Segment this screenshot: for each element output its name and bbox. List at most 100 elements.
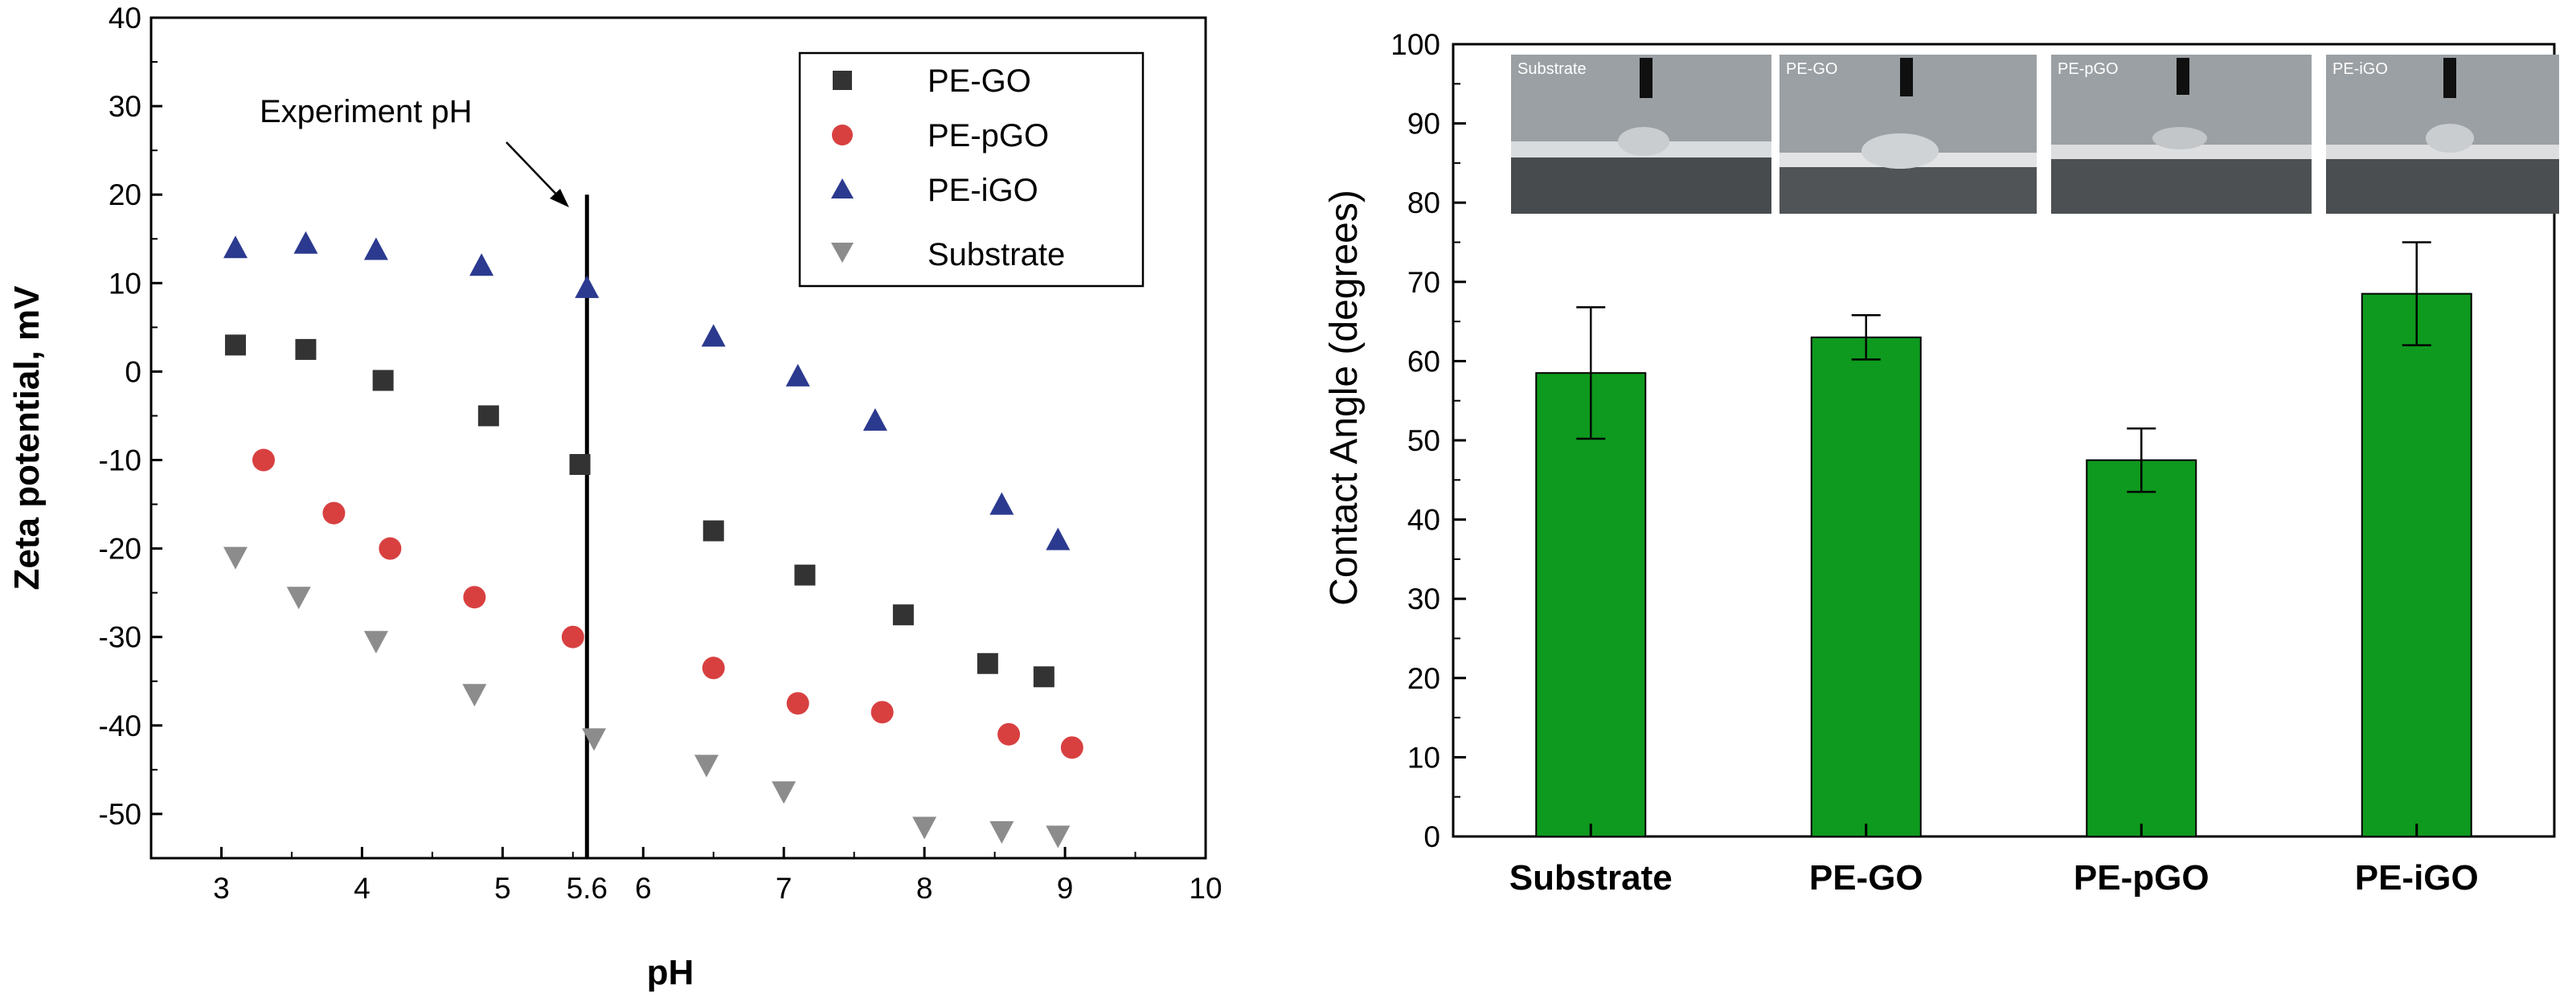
ca-x-tick-label-pe-go: PE-GO — [1809, 858, 1923, 898]
point-pe-pgo — [379, 537, 402, 560]
zeta-legend-box — [798, 51, 1145, 288]
point-pe-go — [794, 564, 816, 586]
zeta-x-tick-label: 8 — [916, 872, 933, 905]
ca-x-tick-label-pe-pgo: PE-pGO — [2074, 858, 2209, 898]
point-pe-pgo — [997, 722, 1021, 746]
bar-pe-igo — [2361, 292, 2472, 837]
point-pe-igo — [223, 235, 248, 259]
legend-label-substrate: Substrate — [928, 237, 1065, 272]
zeta-x-tick-label: 10 — [1189, 872, 1222, 905]
legend-label-pe-go: PE-GO — [928, 63, 1031, 99]
point-substrate — [363, 631, 388, 654]
droplet-photo-label-pe-igo: PE-iGO — [2332, 60, 2388, 78]
experiment-ph-annotation: Experiment pH — [260, 94, 473, 129]
bar-pe-pgo — [2086, 459, 2197, 838]
point-pe-go — [702, 520, 724, 542]
zeta-y-tick-label: -20 — [99, 533, 141, 566]
point-pe-pgo — [870, 701, 894, 724]
legend-marker-pe-pgo — [832, 125, 853, 145]
point-pe-pgo — [322, 501, 346, 525]
experiment-ph-arrow-shaft — [506, 141, 563, 202]
point-pe-go — [477, 405, 499, 427]
point-pe-pgo — [252, 448, 275, 472]
zeta-y-tick-label: 10 — [109, 267, 141, 300]
ca-y-tick-label: 60 — [1407, 345, 1440, 378]
bar-substrate — [1535, 372, 1647, 837]
point-pe-pgo — [786, 692, 809, 715]
point-pe-go — [569, 454, 591, 476]
zeta-y-axis-label: Zeta potential, mV — [7, 285, 47, 591]
zeta-x-tick-label: 5 — [494, 872, 511, 905]
ca-y-tick-label: 20 — [1407, 662, 1440, 695]
point-pe-igo — [862, 407, 887, 431]
zeta-x-tick-label: 9 — [1057, 872, 1074, 905]
ca-y-tick-label: 40 — [1407, 504, 1440, 537]
point-pe-igo — [469, 253, 494, 276]
point-pe-igo — [989, 492, 1014, 515]
ca-y-tick-label: 90 — [1407, 108, 1440, 141]
ca-y-tick-label: 100 — [1390, 28, 1440, 61]
zeta-y-tick-label: -30 — [99, 621, 141, 654]
point-substrate — [582, 728, 607, 751]
legend-marker-substrate — [831, 243, 854, 263]
point-pe-igo — [293, 231, 318, 254]
zeta-y-axis: 40 30 20 10 0 -10 -20 -30 -40 -50 — [99, 2, 162, 859]
droplet-photo-label-substrate: Substrate — [1517, 60, 1587, 78]
droplet-photo-pe-go: PE-GO — [1779, 55, 2037, 214]
legend-marker-pe-igo — [831, 178, 854, 198]
zeta-x-tick-label: 3 — [213, 872, 230, 905]
zeta-y-tick-label: -10 — [99, 444, 141, 477]
zeta-legend: PE-GO PE-pGO PE-iGO Substrate — [798, 51, 1145, 288]
zeta-y-tick-label: -50 — [99, 798, 141, 831]
point-pe-go — [1033, 666, 1055, 688]
ca-y-tick-label: 50 — [1407, 424, 1440, 457]
point-substrate — [912, 816, 937, 840]
point-pe-igo — [701, 324, 726, 347]
point-substrate — [772, 781, 797, 804]
point-pe-go — [224, 334, 246, 356]
point-substrate — [1046, 825, 1071, 849]
point-pe-igo — [785, 363, 810, 386]
zeta-potential-chart: 40 30 20 10 0 -10 -20 -30 -40 -50 3 4 5 6 7 8 9 10 5.6 Ze… — [7, 2, 1222, 992]
ca-x-tick-label-substrate: Substrate — [1509, 858, 1673, 898]
legend-label-pe-igo: PE-iGO — [928, 173, 1038, 208]
point-pe-igo — [363, 237, 388, 260]
zeta-x-tick-label: 4 — [354, 872, 371, 905]
ca-y-axis-label: Contact Angle (degrees) — [1323, 190, 1366, 606]
point-pe-pgo — [463, 586, 486, 609]
point-substrate — [694, 755, 719, 778]
droplet-photo-label-pe-pgo: PE-pGO — [2058, 60, 2119, 78]
point-pe-go — [372, 370, 394, 391]
zeta-x-axis-label: pH — [647, 953, 694, 992]
zeta-x-tick-label-experiment: 5.6 — [567, 872, 608, 905]
point-pe-go — [977, 652, 998, 674]
point-substrate — [223, 546, 248, 570]
zeta-y-tick-label: 20 — [109, 178, 141, 211]
experiment-ph-arrow-head — [550, 189, 569, 207]
ca-y-tick-label: 0 — [1423, 820, 1440, 853]
point-substrate — [462, 684, 487, 707]
zeta-y-tick-label: 40 — [109, 2, 141, 35]
bar-pe-go — [1810, 336, 1922, 837]
zeta-x-tick-label: 6 — [635, 872, 652, 905]
point-pe-igo — [575, 275, 600, 298]
point-pe-pgo — [1060, 736, 1083, 759]
ca-bars — [1535, 241, 2472, 838]
ca-y-tick-label: 70 — [1407, 266, 1440, 299]
zeta-y-tick-label: 0 — [125, 355, 141, 388]
legend-label-pe-pgo: PE-pGO — [928, 118, 1049, 153]
point-pe-igo — [1046, 527, 1071, 550]
ca-y-tick-label: 80 — [1407, 186, 1440, 219]
ca-y-tick-label: 10 — [1407, 741, 1440, 774]
ca-x-axis: Substrate PE-GO PE-pGO PE-iGO — [1509, 824, 2479, 898]
zeta-data-points — [223, 231, 1083, 849]
point-substrate — [286, 587, 311, 610]
zeta-x-axis: 3 4 5 6 7 8 9 10 5.6 — [150, 847, 1222, 905]
droplet-photos: Substrate PE-GO PE-pGO — [1511, 55, 2559, 214]
point-pe-pgo — [702, 656, 725, 680]
ca-x-tick-label-pe-igo: PE-iGO — [2355, 858, 2479, 898]
point-substrate — [989, 820, 1014, 844]
